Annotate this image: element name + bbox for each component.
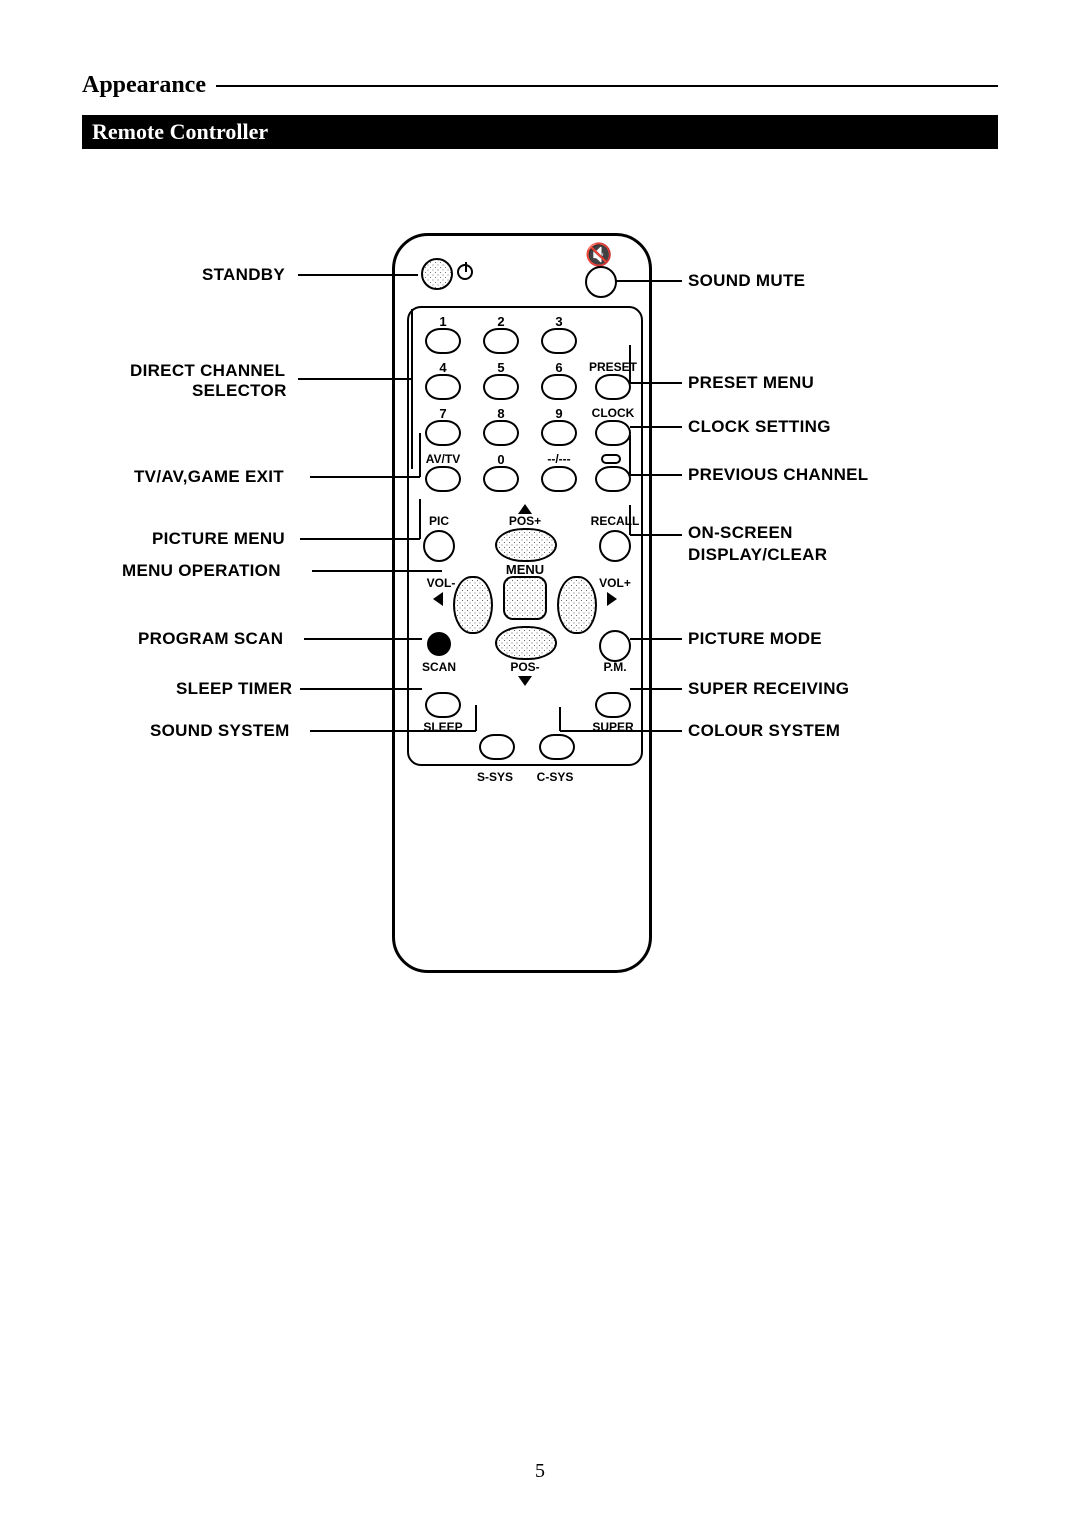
doubledash-cap: --/--- xyxy=(547,452,570,466)
digit-cap: 2 xyxy=(497,314,504,329)
sleep-cap: SLEEP xyxy=(423,720,462,734)
lbl-pm: PICTURE MODE xyxy=(688,629,822,649)
digit-cap: 7 xyxy=(439,406,446,421)
digit-7 xyxy=(425,420,461,446)
lbl-super: SUPER RECEIVING xyxy=(688,679,849,699)
remote-diagram: 🔇 1 2 3 4 5 6 PRESET xyxy=(82,189,998,1189)
pic-btn xyxy=(423,530,455,562)
super-btn xyxy=(595,692,631,718)
menu-up-blob xyxy=(495,528,557,562)
volplus-cap: VOL+ xyxy=(599,576,631,590)
avtv-btn xyxy=(425,466,461,492)
recall-cap: RECALL xyxy=(591,514,640,528)
digit-1 xyxy=(425,328,461,354)
left-icon xyxy=(433,592,443,606)
pm-cap: P.M. xyxy=(603,660,626,674)
lbl-onscreen2: DISPLAY/CLEAR xyxy=(688,545,827,565)
standby-btn xyxy=(421,258,453,290)
menu-right-blob xyxy=(557,576,597,634)
mute-btn xyxy=(585,266,617,298)
lbl-menuop: MENU OPERATION xyxy=(122,561,281,581)
menu-cap: MENU xyxy=(506,562,544,577)
digit-cap: 8 xyxy=(497,406,504,421)
csys-cap: C-SYS xyxy=(537,770,574,784)
down-icon xyxy=(518,676,532,686)
lbl-mute: SOUND MUTE xyxy=(688,271,805,291)
digit-cap: 3 xyxy=(555,314,562,329)
lbl-progscan: PROGRAM SCAN xyxy=(138,629,283,649)
digit-0 xyxy=(483,466,519,492)
prevch-btn xyxy=(595,466,631,492)
lbl-sleep: SLEEP TIMER xyxy=(176,679,292,699)
pm-btn xyxy=(599,630,631,662)
subsection-bar: Remote Controller xyxy=(82,115,998,149)
lbl-onscreen1: ON-SCREEN xyxy=(688,523,793,543)
digit-cap: 9 xyxy=(555,406,562,421)
remote-panel: 1 2 3 4 5 6 PRESET 7 8 9 xyxy=(407,306,643,766)
lbl-preset: PRESET MENU xyxy=(688,373,814,393)
digit-4 xyxy=(425,374,461,400)
lbl-picmenu: PICTURE MENU xyxy=(152,529,285,549)
posup-cap: POS+ xyxy=(509,514,541,528)
digit-cap: 5 xyxy=(497,360,504,375)
posdn-cap: POS- xyxy=(510,660,539,674)
digit-cap: 4 xyxy=(439,360,446,375)
menu-left-blob xyxy=(453,576,493,634)
lbl-tvav: TV/AV,GAME EXIT xyxy=(134,467,284,487)
super-cap: SUPER xyxy=(592,720,633,734)
digit-2 xyxy=(483,328,519,354)
up-icon xyxy=(518,504,532,514)
preset-btn xyxy=(595,374,631,400)
digit-cap: 6 xyxy=(555,360,562,375)
scan-cap: SCAN xyxy=(422,660,456,674)
digit-5 xyxy=(483,374,519,400)
section-title: Appearance xyxy=(82,72,216,99)
csys-btn xyxy=(539,734,575,760)
lbl-ssys: SOUND SYSTEM xyxy=(150,721,290,741)
menu-down-blob xyxy=(495,626,557,660)
volminus-cap: VOL- xyxy=(427,576,456,590)
digit-cap: 0 xyxy=(497,452,504,467)
ssys-btn xyxy=(479,734,515,760)
avtv-cap: AV/TV xyxy=(426,452,460,466)
digit-9 xyxy=(541,420,577,446)
lbl-direct-2: SELECTOR xyxy=(192,381,287,401)
menu-center xyxy=(503,576,547,620)
power-icon xyxy=(457,264,473,280)
page-number: 5 xyxy=(535,1460,545,1483)
lbl-csys: COLOUR SYSTEM xyxy=(688,721,840,741)
swap-icon xyxy=(601,454,621,464)
section-rule xyxy=(216,85,998,87)
doubledash-btn xyxy=(541,466,577,492)
lbl-standby: STANDBY xyxy=(202,265,285,285)
lbl-prevch: PREVIOUS CHANNEL xyxy=(688,465,869,485)
digit-3 xyxy=(541,328,577,354)
remote-body: 🔇 1 2 3 4 5 6 PRESET xyxy=(392,233,652,973)
sleep-btn xyxy=(425,692,461,718)
right-icon xyxy=(607,592,617,606)
mute-icon: 🔇 xyxy=(585,242,612,268)
digit-cap: 1 xyxy=(439,314,446,329)
lbl-direct-1: DIRECT CHANNEL xyxy=(130,361,285,381)
scan-btn xyxy=(427,632,451,656)
lbl-clock: CLOCK SETTING xyxy=(688,417,831,437)
digit-8 xyxy=(483,420,519,446)
digit-6 xyxy=(541,374,577,400)
clock-btn xyxy=(595,420,631,446)
recall-btn xyxy=(599,530,631,562)
clock-cap: CLOCK xyxy=(592,406,635,420)
pic-cap: PIC xyxy=(429,514,449,528)
ssys-cap: S-SYS xyxy=(477,770,513,784)
preset-cap: PRESET xyxy=(589,360,637,374)
